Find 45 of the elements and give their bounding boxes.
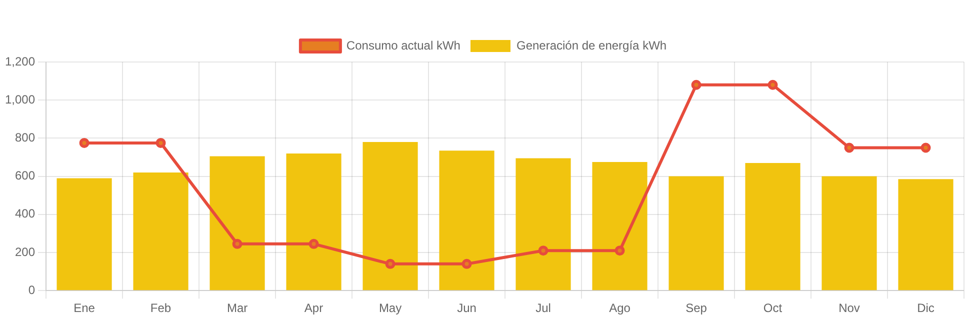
bar — [516, 158, 571, 290]
point — [691, 80, 702, 90]
x-tick-label: Mar — [226, 301, 248, 316]
bar — [439, 150, 494, 290]
point — [462, 258, 472, 269]
point — [232, 238, 242, 249]
x-tick-label: Jul — [536, 301, 551, 316]
point — [538, 246, 548, 256]
point — [308, 238, 319, 249]
x-tick-label: Apr — [304, 301, 324, 316]
y-tick-label: 1,000 — [5, 92, 36, 106]
bar — [592, 162, 648, 290]
point — [844, 142, 854, 153]
y-tick-label: 400 — [15, 206, 36, 221]
y-tick-label: 800 — [15, 130, 36, 145]
bar — [286, 153, 342, 290]
bar — [898, 179, 954, 290]
point — [920, 142, 931, 153]
x-tick-label: Feb — [150, 301, 172, 316]
x-tick-label: Sep — [686, 301, 708, 316]
x-tick-label: Ago — [609, 301, 631, 316]
bar — [822, 176, 877, 290]
x-tick-label: Nov — [838, 301, 860, 316]
point — [614, 246, 625, 256]
point — [79, 138, 90, 148]
y-tick-label: 600 — [15, 168, 36, 183]
y-tick-label: 0 — [28, 282, 36, 297]
bar — [745, 162, 800, 290]
y-tick-label: 1,200 — [5, 54, 36, 68]
x-tick-label: Ene — [74, 301, 96, 316]
point — [385, 258, 396, 269]
x-tick-label: Jun — [457, 301, 476, 316]
x-tick-label: Dic — [917, 301, 934, 316]
bar — [210, 156, 265, 290]
x-tick-label: May — [378, 301, 402, 316]
y-tick-label: 200 — [15, 244, 36, 259]
bar — [56, 178, 112, 290]
point — [768, 80, 778, 90]
bar — [362, 142, 418, 290]
x-tick-label: Oct — [763, 301, 783, 316]
legend-label: Generación de energía kWh — [516, 38, 667, 52]
bar — [133, 172, 188, 290]
legend-label: Consumo actual kWh — [346, 38, 460, 52]
bar — [668, 176, 724, 290]
point — [156, 138, 166, 148]
